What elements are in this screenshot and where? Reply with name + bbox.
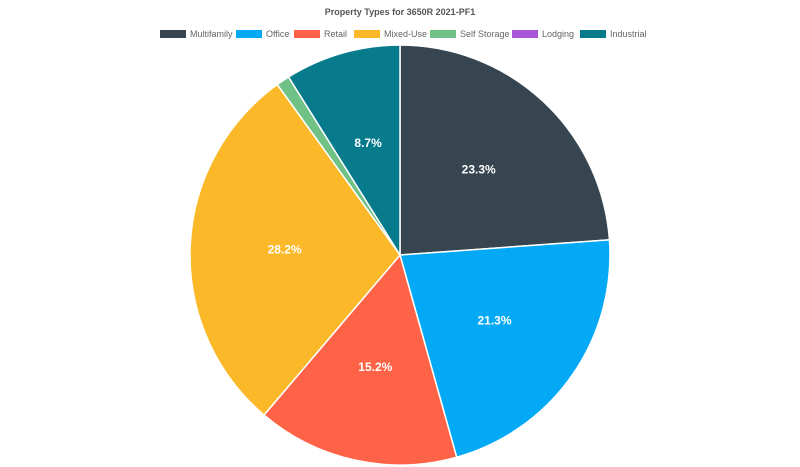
legend-swatch [294,30,320,38]
legend-label: Retail [324,29,348,39]
pie-slice-office[interactable] [399,239,611,459]
legend-label: Industrial [610,29,647,39]
legend-swatch [430,30,456,38]
legend-swatch [236,30,262,38]
legend-swatch [160,30,186,38]
pie-slice-multifamily[interactable] [399,44,611,256]
slice-label-mixed-use: 28.2% [268,243,302,257]
legend-item-self-storage[interactable]: Self Storage [430,28,510,40]
legend-item-lodging[interactable]: Lodging [512,28,574,40]
legend-label: Lodging [542,29,575,39]
legend-item-industrial[interactable]: Industrial [580,28,647,40]
slice-label-industrial: 8.7% [354,136,382,150]
legend-item-office[interactable]: Office [236,28,289,40]
chart-legend: Multifamily Office Retail Mixed-Use Self Sto… [0,28,800,40]
pie-slice-industrial[interactable] [287,44,401,258]
legend-item-multifamily[interactable]: Multifamily [160,28,233,40]
slice-label-multifamily: 23.3% [462,163,496,177]
legend-item-mixed-use[interactable]: Mixed-Use [354,28,427,40]
legend-label: Mixed-Use [384,29,428,39]
legend-swatch [580,30,606,38]
slice-label-office: 21.3% [477,314,511,328]
legend-item-retail[interactable]: Retail [294,28,347,40]
legend-swatch [354,30,380,38]
pie-slice-retail[interactable] [262,253,458,466]
slice-label-retail: 15.2% [358,360,392,374]
chart-title: Property Types for 3650R 2021-PF1 [324,7,476,17]
legend-label: Self Storage [460,29,510,39]
pie-slice-mixed-use[interactable] [189,83,401,417]
legend-label: Multifamily [190,29,233,39]
legend-label: Office [266,29,290,39]
legend-swatch [512,30,538,38]
